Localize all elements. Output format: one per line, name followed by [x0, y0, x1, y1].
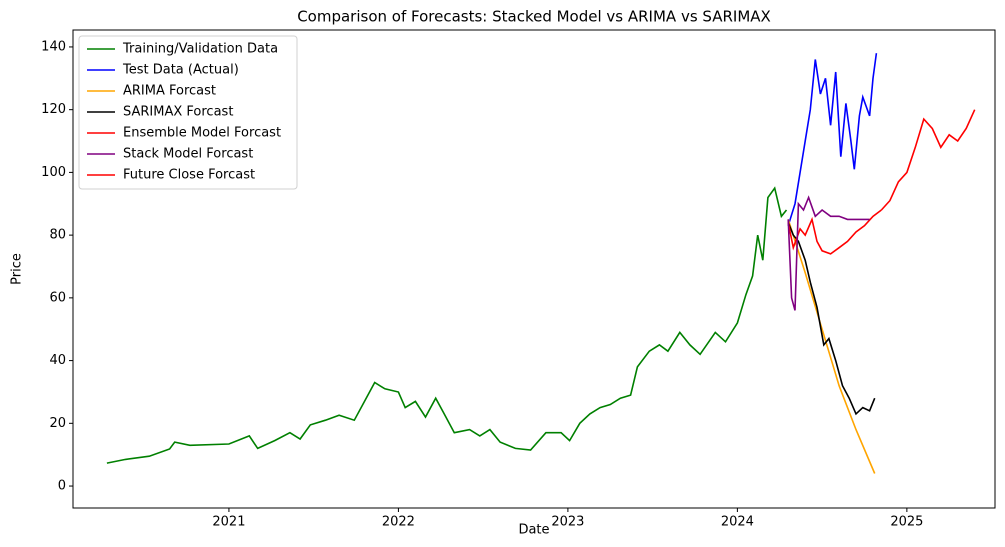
y-tick-label: 60 — [49, 290, 66, 305]
series-line — [106, 186, 788, 464]
y-tick-label: 140 — [41, 39, 66, 54]
legend-label: ARIMA Forcast — [123, 84, 216, 99]
y-tick-label: 100 — [41, 165, 66, 180]
y-tick-label: 0 — [58, 479, 66, 494]
y-tick-label: 40 — [49, 353, 66, 368]
y-tick-label: 80 — [49, 228, 66, 243]
legend-box — [78, 35, 298, 190]
y-axis-label: Price — [10, 253, 25, 285]
series-line — [787, 53, 878, 226]
legend-label: Ensemble Model Forcast — [123, 126, 281, 141]
x-axis-label: Date — [518, 523, 549, 538]
y-tick-label: 20 — [49, 416, 66, 431]
series-line — [787, 195, 870, 311]
series-line — [787, 209, 882, 255]
plot-frame — [72, 29, 996, 509]
x-tick-label: 2025 — [890, 515, 923, 530]
series-line — [880, 109, 976, 211]
chart-title: Comparison of Forecasts: Stacked Model v… — [297, 8, 771, 26]
legend-label: Training/Validation Data — [122, 42, 278, 57]
x-tick-label: 2024 — [721, 515, 754, 530]
legend-label: Future Close Forcast — [123, 168, 255, 183]
x-tick-label: 2022 — [382, 515, 415, 530]
legend-label: Test Data (Actual) — [122, 63, 239, 78]
legend-label: SARIMAX Forcast — [123, 105, 233, 120]
series-line — [787, 219, 876, 474]
y-tick-label: 120 — [41, 102, 66, 117]
series-line — [787, 222, 876, 416]
x-tick-label: 2023 — [551, 515, 584, 530]
legend-label: Stack Model Forcast — [123, 147, 253, 162]
x-tick-label: 2021 — [212, 515, 245, 530]
